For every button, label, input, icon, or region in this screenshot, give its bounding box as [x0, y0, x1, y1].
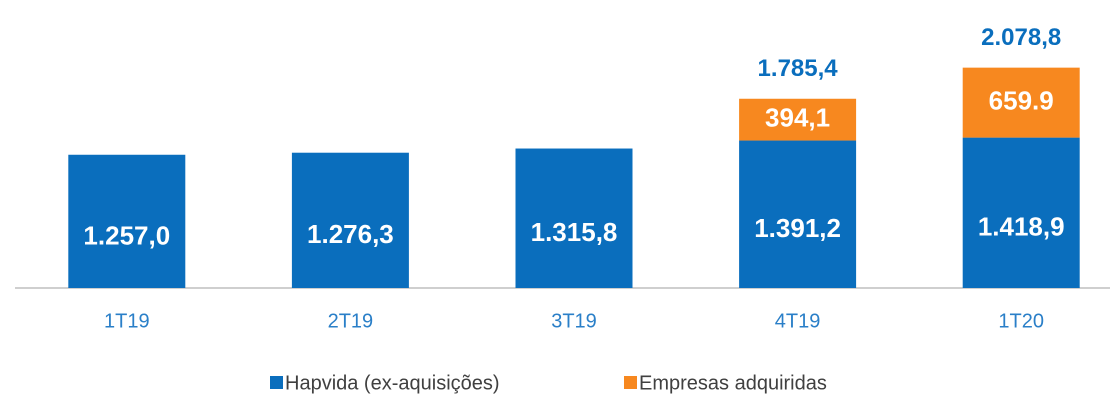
data-label: 1.418,9 [978, 212, 1065, 242]
bar-segment [739, 98, 857, 141]
data-label: 1.276,3 [307, 219, 394, 249]
x-tick-label: 4T19 [775, 310, 821, 332]
legend-swatch [270, 376, 283, 389]
total-label: 1.785,4 [758, 55, 839, 82]
x-tick-label: 1T19 [104, 310, 150, 332]
data-label: 659.9 [989, 85, 1054, 115]
data-label: 1.391,2 [754, 213, 841, 243]
bar-segment [291, 152, 409, 288]
bar-segment [962, 67, 1080, 138]
x-tick-label: 3T19 [551, 310, 597, 332]
data-label: 1.257,0 [83, 220, 170, 250]
legend-swatch [624, 376, 637, 389]
data-label: 394,1 [765, 103, 830, 133]
x-tick-label: 1T20 [998, 310, 1044, 332]
bar-segment [739, 140, 857, 288]
legend-label: Empresas adquiridas [639, 372, 827, 394]
x-tick-label: 2T19 [328, 310, 374, 332]
data-label: 1.315,8 [531, 217, 618, 247]
bar-segment [962, 137, 1080, 288]
total-label: 2.078,8 [981, 24, 1061, 51]
bar-segment [515, 148, 633, 288]
legend-label: Hapvida (ex-aquisições) [285, 372, 500, 394]
bar-segment [68, 154, 186, 288]
